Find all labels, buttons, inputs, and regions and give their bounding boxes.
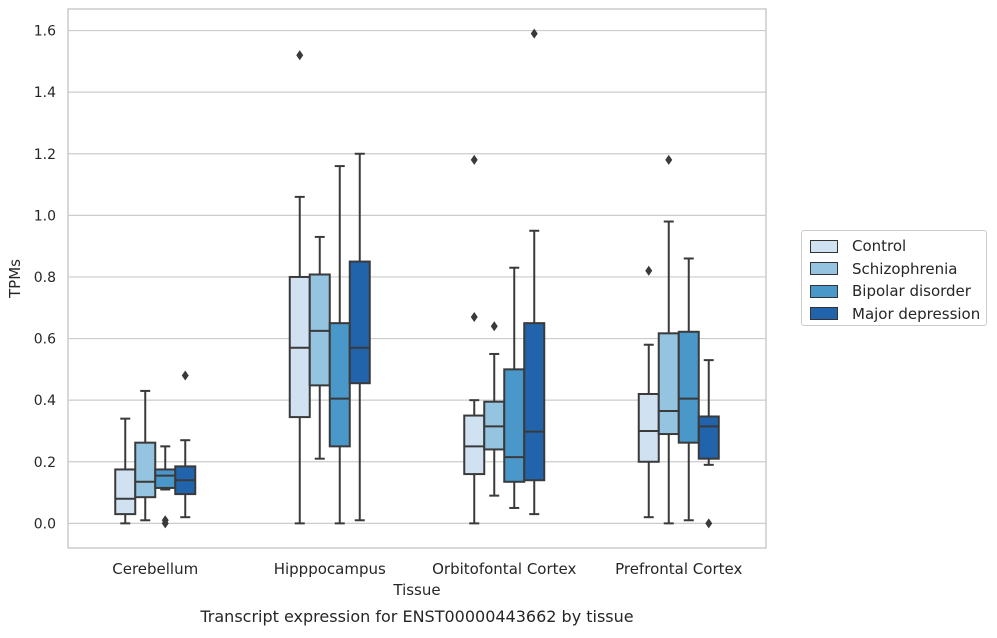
x-axis-label: Tissue [392, 581, 440, 599]
box-0-2 [463, 154, 486, 525]
y-tick-label-8: 1.6 [34, 24, 56, 40]
box-iqr [463, 414, 486, 476]
y-axis-label: TPMs [6, 259, 24, 299]
outlier-point-0 [665, 154, 673, 165]
box-2-3 [677, 257, 700, 522]
legend-item-bipolar-disorder: Bipolar disorder [808, 280, 986, 303]
box-3-3 [697, 359, 720, 529]
box-0-3 [637, 265, 660, 519]
legend-label-schizophrenia: Schizophrenia [852, 259, 958, 278]
legend-label-control: Control [852, 237, 907, 256]
box-3-1 [348, 152, 371, 522]
legend-swatch-control [810, 239, 838, 253]
legend-label-major-depression: Major depression [852, 304, 981, 323]
legend-item-control: Control [808, 235, 986, 258]
y-tick-label-1: 0.2 [34, 455, 56, 471]
legend-item-major-depression: Major depression [808, 303, 986, 326]
chart-title: Transcript expression for ENST0000044366… [199, 607, 633, 626]
outlier-point-0 [470, 312, 478, 322]
legend-swatch-major-depression [810, 307, 838, 321]
box-0-1 [288, 50, 311, 525]
box-iqr [154, 468, 177, 489]
outlier-point-0 [296, 50, 304, 61]
legend-label-bipolar-disorder: Bipolar disorder [852, 282, 971, 301]
outlier-point-0 [530, 28, 538, 39]
box-iqr [677, 330, 700, 444]
box-2-2 [503, 266, 526, 509]
outlier-point-1 [161, 515, 169, 526]
x-tick-label-1: Hipppocampus [274, 560, 386, 578]
box-0-0 [114, 417, 137, 525]
x-axis-ticks: Cerebellum Hipppocampus Orbitofontal Corte… [112, 560, 742, 578]
y-tick-label-2: 0.4 [34, 393, 56, 409]
outlier-point-0 [181, 370, 189, 381]
y-tick-label-7: 1.4 [34, 85, 56, 101]
outlier-point-0 [645, 265, 653, 276]
plot-frame [67, 8, 767, 549]
gridlines [68, 29, 766, 524]
box-iqr [637, 393, 660, 463]
box-2-1 [328, 165, 351, 525]
legend-item-schizophrenia: Schizophrenia [808, 258, 986, 281]
box-1-0 [134, 389, 157, 522]
box-1-1 [308, 235, 331, 460]
y-tick-label-4: 0.8 [34, 270, 56, 286]
box-iqr [697, 415, 720, 460]
outlier-point-1 [470, 154, 478, 165]
box-iqr [328, 322, 351, 448]
x-tick-label-2: Orbitofontal Cortex [432, 560, 576, 578]
box-iqr [523, 322, 546, 482]
box-1-2 [483, 321, 506, 497]
box-iqr [134, 441, 157, 499]
box-1-3 [657, 154, 680, 525]
y-tick-label-3: 0.6 [34, 332, 56, 348]
y-tick-label-6: 1.2 [34, 147, 56, 163]
legend-swatch-bipolar-disorder [810, 284, 838, 298]
outlier-point-0 [705, 518, 713, 529]
box-iqr [657, 332, 680, 436]
box-3-2 [523, 28, 546, 516]
y-tick-label-0: 0.0 [34, 516, 56, 532]
box-iqr [503, 368, 526, 483]
box-iqr [114, 468, 137, 516]
y-tick-label-5: 1.0 [34, 208, 56, 224]
box-plot-area [114, 28, 720, 529]
x-tick-label-3: Prefrontal Cortex [615, 560, 742, 578]
legend: Control Schizophrenia Bipolar disorder M… [801, 230, 987, 326]
box-3-0 [174, 370, 197, 519]
legend-swatch-schizophrenia [810, 262, 838, 276]
x-tick-label-0: Cerebellum [112, 560, 198, 578]
y-axis-ticks: 0.0 0.2 0.4 0.6 0.8 1.0 1.2 1.4 1.6 [34, 24, 56, 533]
box-iqr [348, 260, 371, 385]
outlier-point-0 [490, 321, 498, 332]
box-2-0 [154, 445, 177, 529]
